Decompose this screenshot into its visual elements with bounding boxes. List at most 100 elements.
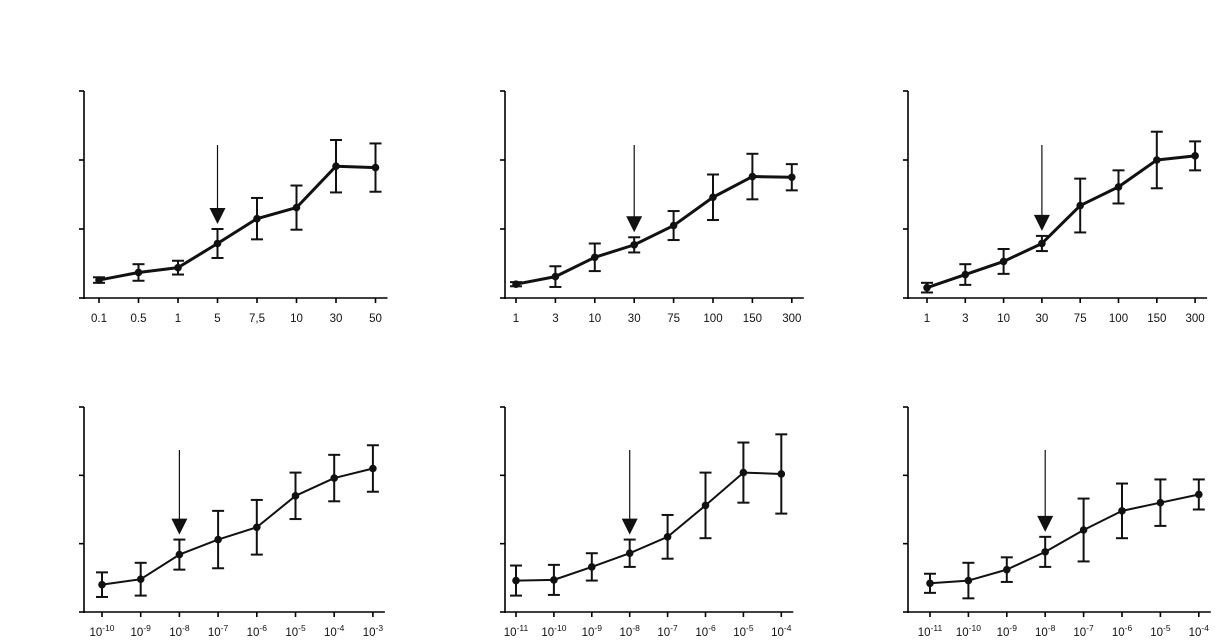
x-tick-label: 1 bbox=[175, 313, 181, 325]
x-tick-label: 10-8 bbox=[620, 623, 641, 639]
x-tick-base: 10 bbox=[582, 627, 595, 639]
x-tick-label: 10-4 bbox=[771, 623, 792, 639]
data-point bbox=[512, 576, 520, 585]
data-point bbox=[1041, 548, 1049, 556]
x-tick-exponent: -5 bbox=[298, 623, 306, 633]
x-tick-exponent: -11 bbox=[517, 623, 529, 633]
x-tick-exponent: -4 bbox=[1201, 623, 1209, 633]
x-tick-base: 10 bbox=[247, 627, 260, 639]
data-point bbox=[964, 576, 973, 585]
series-line bbox=[98, 164, 376, 282]
data-point bbox=[134, 268, 143, 277]
x-tick-label: 10 bbox=[997, 313, 1010, 325]
data-point bbox=[999, 257, 1008, 266]
x-tick-label: 300 bbox=[1186, 313, 1205, 325]
data-point bbox=[1156, 498, 1165, 507]
x-tick-label: 10-7 bbox=[657, 623, 678, 639]
data-point bbox=[709, 193, 717, 202]
x-tick-label: 30 bbox=[1036, 313, 1049, 325]
arrow-indicator-head bbox=[1033, 214, 1050, 231]
x-tick-base: 10 bbox=[918, 627, 931, 639]
x-tick-label: 10-7 bbox=[1073, 623, 1094, 639]
chart-panel-d: 10-10 10-9 10-8 10-7 10-6 10-5 10-4 10-3 bbox=[79, 406, 385, 639]
data-point bbox=[1003, 565, 1011, 574]
data-point bbox=[663, 533, 672, 541]
x-tick-base: 10 bbox=[771, 627, 784, 639]
x-tick-label: 10-9 bbox=[582, 623, 603, 639]
data-point bbox=[926, 579, 934, 588]
x-tick-base: 10 bbox=[657, 627, 670, 639]
data-point bbox=[253, 214, 261, 223]
x-tick-label: 10-7 bbox=[208, 623, 229, 639]
data-point bbox=[175, 550, 184, 559]
chart-panel-f: 10-11 10-10 10-9 10-8 10-7 10-6 10-5 10-4 bbox=[903, 406, 1211, 639]
x-tick-base: 10 bbox=[541, 627, 554, 639]
x-tick-label: 0.5 bbox=[131, 313, 147, 325]
data-point bbox=[95, 276, 103, 284]
x-tick-base: 10 bbox=[1112, 627, 1125, 639]
x-tick-label: 7,5 bbox=[249, 313, 265, 325]
series-line bbox=[926, 154, 1196, 290]
data-point bbox=[788, 173, 796, 182]
x-tick-exponent: -7 bbox=[1086, 623, 1094, 633]
data-point bbox=[332, 162, 340, 171]
x-tick-label: 10-5 bbox=[285, 623, 306, 639]
x-tick-label: 10-5 bbox=[1150, 623, 1171, 639]
data-point bbox=[291, 492, 300, 500]
data-point bbox=[369, 464, 377, 473]
arrow-indicator-head bbox=[171, 518, 188, 535]
x-tick-label: 1 bbox=[924, 313, 930, 325]
data-point bbox=[1191, 152, 1199, 160]
x-tick-label: 50 bbox=[369, 313, 382, 325]
x-tick-exponent: -3 bbox=[376, 623, 384, 633]
x-tick-label: 3 bbox=[962, 313, 968, 325]
data-point bbox=[213, 239, 222, 248]
data-point bbox=[1118, 507, 1126, 515]
data-point bbox=[371, 163, 380, 172]
chart-panel-a: 0.1 0.5 1 5 7,5 10 30 50 bbox=[79, 90, 388, 325]
x-tick-base: 10 bbox=[620, 627, 633, 639]
x-tick-base: 10 bbox=[1189, 627, 1202, 639]
x-tick-label: 5 bbox=[214, 313, 220, 325]
data-point bbox=[777, 470, 786, 478]
data-point bbox=[669, 221, 678, 230]
data-point bbox=[136, 575, 145, 583]
x-tick-base: 10 bbox=[1035, 627, 1048, 639]
x-tick-label: 10-4 bbox=[1189, 623, 1210, 639]
x-tick-exponent: -4 bbox=[784, 623, 792, 633]
data-point bbox=[550, 576, 558, 584]
data-point bbox=[1153, 156, 1161, 164]
x-tick-label: 10-9 bbox=[131, 623, 152, 639]
x-tick-base: 10 bbox=[89, 627, 102, 639]
x-tick-label: 10-9 bbox=[997, 623, 1018, 639]
x-tick-label: 0.1 bbox=[91, 313, 107, 325]
x-tick-base: 10 bbox=[169, 627, 182, 639]
x-tick-base: 10 bbox=[324, 627, 337, 639]
x-tick-label: 150 bbox=[743, 313, 762, 325]
data-point bbox=[292, 203, 301, 212]
x-tick-base: 10 bbox=[695, 627, 708, 639]
x-tick-exponent: -10 bbox=[554, 623, 567, 633]
x-tick-exponent: -5 bbox=[746, 623, 754, 633]
x-tick-exponent: -11 bbox=[931, 623, 943, 633]
series-line bbox=[515, 471, 782, 582]
x-tick-base: 10 bbox=[504, 627, 517, 639]
data-point bbox=[1079, 526, 1088, 534]
x-tick-base: 10 bbox=[131, 627, 144, 639]
data-point bbox=[252, 523, 261, 532]
data-point bbox=[214, 535, 222, 544]
x-tick-label: 10-4 bbox=[324, 623, 345, 639]
x-tick-label: 10 bbox=[290, 313, 303, 325]
data-point bbox=[330, 474, 339, 482]
arrow-indicator-head bbox=[209, 208, 226, 224]
x-tick-exponent: -6 bbox=[259, 623, 267, 633]
x-tick-base: 10 bbox=[363, 627, 376, 639]
data-point bbox=[1076, 201, 1084, 210]
data-point bbox=[98, 580, 106, 589]
x-tick-base: 10 bbox=[997, 627, 1010, 639]
data-point bbox=[748, 172, 757, 181]
x-tick-base: 10 bbox=[208, 627, 221, 639]
x-tick-label: 10-8 bbox=[169, 623, 190, 639]
series-line bbox=[101, 467, 374, 586]
data-point bbox=[588, 563, 596, 571]
